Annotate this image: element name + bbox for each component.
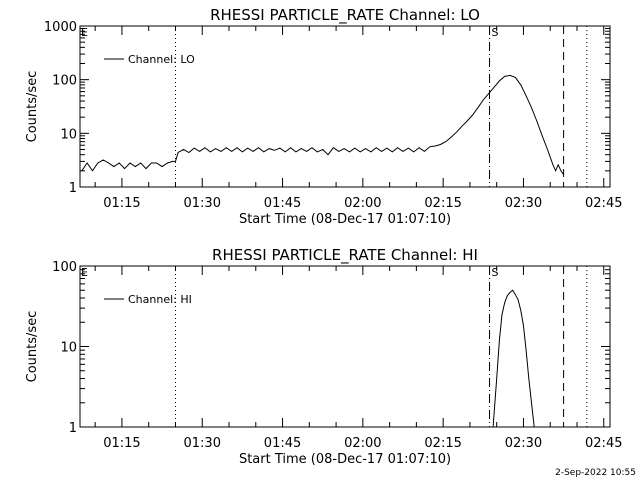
chart-0-y-tick-label: 10 bbox=[60, 127, 77, 142]
chart-1-x-tick-label: 01:15 bbox=[103, 436, 140, 451]
chart-0-y-tick-label: 1000 bbox=[44, 20, 77, 35]
chart-1-y-tick-label: 100 bbox=[52, 260, 77, 275]
chart-1-y-axis-label: Counts/sec bbox=[25, 311, 40, 383]
chart-0-annotation-label: S bbox=[492, 26, 499, 39]
chart-0-x-tick-label: 01:15 bbox=[103, 196, 140, 211]
hi-channel-panel: RHESSI PARTICLE_RATE Channel: HI Counts/s… bbox=[25, 246, 622, 467]
chart-0-x-tick-label: 02:00 bbox=[344, 196, 381, 211]
chart-0-annotation-label: E bbox=[81, 26, 88, 39]
chart-1-x-tick-label: 01:30 bbox=[184, 436, 221, 451]
chart-1-legend-label: Channel: HI bbox=[128, 293, 192, 306]
chart-1-x-axis-label: Start Time (08-Dec-17 01:07:10) bbox=[239, 452, 451, 467]
chart-0-legend-label: Channel: LO bbox=[128, 53, 195, 66]
lo-channel-panel: RHESSI PARTICLE_RATE Channel: LO Counts/s… bbox=[25, 6, 622, 227]
chart-0-x-tick-label: 02:30 bbox=[505, 196, 542, 211]
chart-1-plot-frame bbox=[79, 265, 611, 428]
chart-1-y-tick-label: 1 bbox=[69, 421, 77, 436]
chart-1-x-tick-label: 02:15 bbox=[424, 436, 461, 451]
chart-1-x-tick-label: 02:00 bbox=[344, 436, 381, 451]
chart-0-plot-frame bbox=[79, 25, 611, 188]
chart-0-x-tick-label: 01:30 bbox=[184, 196, 221, 211]
chart-1-y-tick-label: 10 bbox=[60, 341, 77, 356]
chart-0-y-tick-label: 100 bbox=[52, 74, 77, 89]
chart-0-x-tick-label: 02:45 bbox=[585, 196, 622, 211]
chart-1-x-tick-label: 02:45 bbox=[585, 436, 622, 451]
chart-1-annotation-label: S bbox=[492, 266, 499, 279]
footer-timestamp: 2-Sep-2022 10:55 bbox=[555, 468, 636, 478]
chart-0-title: RHESSI PARTICLE_RATE Channel: LO bbox=[210, 6, 480, 25]
chart-1-annotation-label: E bbox=[81, 266, 88, 279]
chart-0-x-axis-label: Start Time (08-Dec-17 01:07:10) bbox=[239, 212, 451, 227]
chart-1-series-line bbox=[492, 289, 535, 428]
chart-0-x-tick-label: 02:15 bbox=[424, 196, 461, 211]
chart-1-x-tick-label: 02:30 bbox=[505, 436, 542, 451]
chart-1-x-tick-label: 01:45 bbox=[264, 436, 301, 451]
chart-0-y-tick-label: 1 bbox=[69, 181, 77, 196]
chart-0-x-tick-label: 01:45 bbox=[264, 196, 301, 211]
chart-0-series-line bbox=[81, 74, 565, 175]
chart-1-title: RHESSI PARTICLE_RATE Channel: HI bbox=[212, 246, 478, 265]
chart-0-y-axis-label: Counts/sec bbox=[25, 71, 40, 143]
